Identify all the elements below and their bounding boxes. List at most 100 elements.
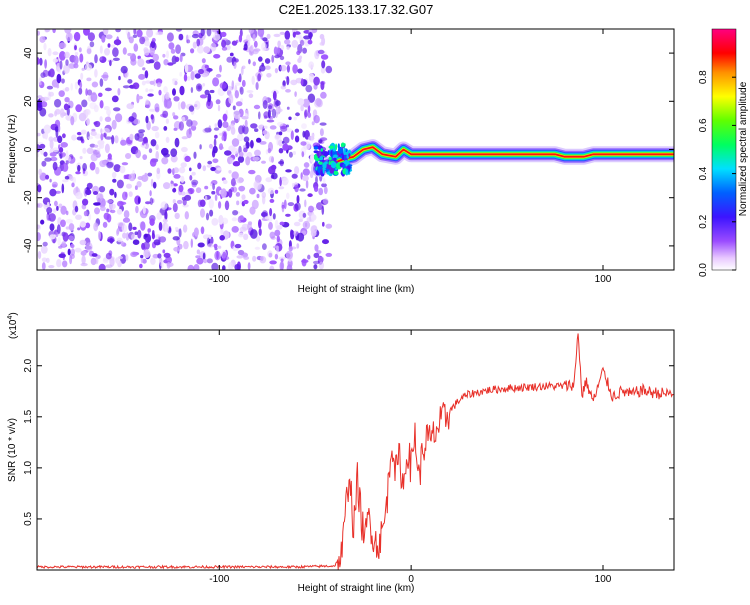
noise-speckle [61,183,65,194]
noise-speckle [244,119,248,128]
noise-speckle [151,125,159,132]
noise-speckle [175,29,182,32]
noise-speckle [147,228,151,233]
noise-speckle [307,104,311,114]
noise-speckle [175,44,182,54]
noise-speckle [174,137,180,148]
noise-speckle [139,36,146,45]
noise-speckle [250,139,254,149]
noise-speckle [95,166,100,175]
noise-speckle [272,90,277,101]
top-y-axis-label: Frequency (Hz) [7,115,18,184]
noise-speckle [206,29,212,37]
noise-speckle [295,112,300,117]
noise-speckle [302,168,310,176]
noise-speckle [116,208,123,215]
y-tick-label: 1.5 [23,409,34,423]
noise-speckle [271,172,278,180]
noise-speckle [264,125,268,129]
noise-speckle [144,233,148,238]
noise-speckle [256,193,260,199]
noise-speckle [325,65,333,74]
noise-speckle [113,164,121,173]
noise-speckle [239,151,244,157]
noise-speckle [74,205,79,213]
noise-speckle [114,191,117,198]
noise-speckle [103,212,110,220]
noise-speckle [55,190,61,194]
noise-speckle [277,121,284,127]
noise-speckle [320,67,326,74]
noise-speckle [84,64,93,71]
noise-speckle [122,47,127,55]
noise-speckle [304,37,310,47]
noise-speckle [274,189,279,194]
scale-suffix: ) [8,312,19,315]
noise-speckle [67,248,71,256]
noise-speckle [135,149,142,159]
noise-speckle [136,132,144,138]
noise-speckle [143,136,148,145]
noise-speckle [98,230,101,240]
noise-speckle [262,243,267,251]
noise-speckle [102,127,110,134]
noise-speckle [59,108,65,118]
noise-speckle [308,61,315,69]
noise-speckle [313,115,320,124]
y-tick-label: 40 [23,47,34,59]
noise-speckle [75,214,82,220]
noise-speckle [85,189,92,196]
noise-speckle [168,42,175,50]
noise-speckle [54,98,62,108]
noise-speckle [57,135,63,144]
noise-speckle [129,133,134,141]
noise-speckle [198,68,204,75]
noise-speckle [164,210,168,221]
noise-speckle [219,235,225,241]
noise-speckle [296,232,305,242]
noise-speckle [112,47,119,58]
noise-speckle [291,39,299,48]
noise-speckle [213,138,217,148]
noise-speckle [229,123,235,130]
noise-speckle [184,155,191,162]
noise-speckle [87,89,93,96]
colorbar-tick-label: 0.6 [698,118,709,132]
noise-speckle [42,96,49,101]
noise-speckle [86,182,93,190]
noise-speckle [292,151,296,155]
noise-speckle [40,219,45,225]
noise-speckle [186,76,191,81]
noise-speckle [199,144,202,150]
noise-speckle [208,198,214,209]
noise-speckle [294,202,301,211]
noise-speckle [202,165,207,172]
noise-speckle [136,181,142,188]
noise-speckle [245,156,251,166]
noise-speckle [180,101,186,110]
noise-speckle [155,144,159,151]
noise-speckle [219,82,227,89]
noise-speckle [294,91,297,97]
noise-speckle [268,221,273,230]
noise-speckle [279,55,285,61]
noise-speckle [196,257,204,265]
noise-speckle [278,131,283,136]
track-speckle [329,166,335,174]
noise-speckle [285,213,291,217]
colorbar-tick-label: 0.2 [698,214,709,228]
noise-speckle [100,133,104,141]
noise-speckle [63,103,69,111]
noise-speckle [154,131,160,139]
noise-speckle [197,199,203,208]
noise-speckle [243,43,248,51]
noise-speckle [144,70,149,79]
noise-speckle [315,97,322,107]
noise-speckle [115,113,123,123]
noise-speckle [37,224,41,231]
noise-speckle [140,143,147,148]
noise-speckle [173,246,181,252]
noise-speckle [234,90,239,99]
noise-speckle [123,210,130,219]
noise-speckle [105,252,112,260]
